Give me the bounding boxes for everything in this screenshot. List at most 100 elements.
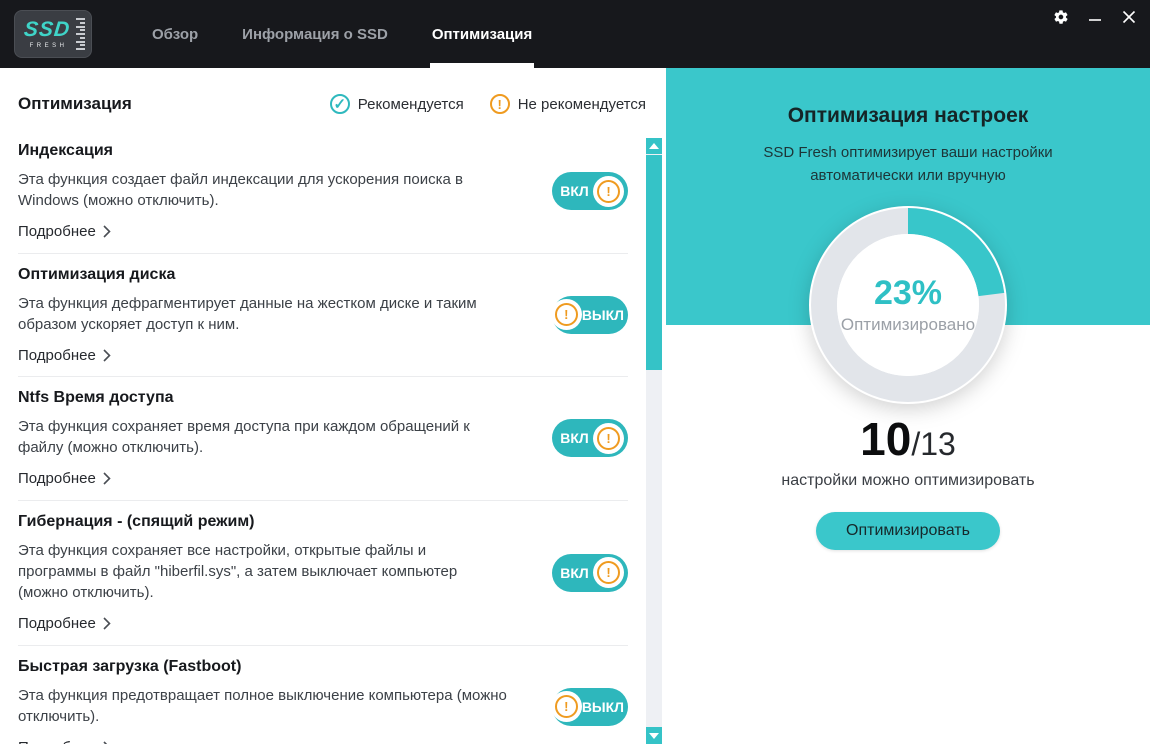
setting-item-main: Быстрая загрузка (Fastboot) Эта функция … (18, 656, 552, 744)
toggle-state-label: ВЫКЛ (581, 698, 624, 715)
details-link[interactable]: Подробнее (18, 221, 111, 243)
toggle-state-label: ВКЛ (560, 183, 589, 200)
setting-toggle[interactable]: ВЫКЛ ! (550, 687, 628, 726)
setting-description: Эта функция создает файл индексации для … (18, 171, 464, 210)
warning-icon: ! (597, 179, 620, 203)
setting-item: Оптимизация диска Эта функция дефрагмент… (18, 254, 628, 377)
setting-item: Быстрая загрузка (Fastboot) Эта функция … (18, 646, 628, 744)
close-button[interactable] (1120, 8, 1138, 26)
tab-overview[interactable]: Обзор (152, 25, 199, 43)
details-link[interactable]: Подробнее (18, 468, 111, 490)
settings-gear-button[interactable] (1052, 8, 1070, 26)
settings-panel: Оптимизация ✓ Рекомендуется ! Не рекомен… (0, 68, 666, 744)
setting-description: Эта функция сохраняет время доступа при … (18, 418, 470, 457)
minimize-icon (1089, 19, 1101, 21)
toggle-state-label: ВКЛ (560, 430, 589, 447)
tab-bar: Обзор Информация о SSD Оптимизация (130, 0, 554, 68)
legend: ✓ Рекомендуется ! Не рекомендуется (329, 94, 646, 114)
details-label: Подробнее (18, 346, 96, 364)
toggle-knob: ! (593, 422, 624, 454)
count-total: 13 (920, 426, 956, 462)
tab-optimization[interactable]: Оптимизация (410, 0, 554, 68)
chevron-right-icon (103, 225, 111, 238)
count-separator: / (911, 426, 921, 462)
summary-title: Оптимизация настроек (787, 104, 1029, 127)
setting-description: Эта функция дефрагментирует данные на же… (18, 294, 477, 333)
donut-center-text: 23% Оптимизировано (808, 205, 1008, 405)
details-label: Подробнее (18, 223, 96, 241)
setting-item-main: Оптимизация диска Эта функция дефрагмент… (18, 264, 552, 367)
legend-item-not-recommended: ! Не рекомендуется (489, 94, 646, 114)
donut-chart-icon (809, 206, 1007, 404)
setting-toggle[interactable]: ВЫКЛ ! (550, 295, 628, 334)
check-circle-icon: ✓ (329, 94, 350, 114)
setting-title: Индексация (18, 142, 114, 159)
setting-item-main: Гибернация - (спящий режим) Эта функция … (18, 511, 552, 635)
scroll-down-button[interactable] (646, 727, 662, 744)
title-bar: SSD FRESH Обзор Информация о SSD Оптимиз… (0, 0, 1150, 68)
logo-ssd-text: SSD (22, 18, 72, 41)
toggle-knob: ! (593, 557, 624, 589)
setting-toggle[interactable]: ВКЛ ! (552, 419, 628, 458)
optimize-button[interactable]: Оптимизировать (816, 512, 1000, 550)
details-label: Подробнее (18, 739, 96, 744)
toggle-knob: ! (550, 299, 582, 331)
details-label: Подробнее (18, 615, 96, 633)
donut-caption: Оптимизировано (840, 315, 976, 335)
count-current: 10 (860, 413, 912, 465)
chevron-right-icon (103, 472, 111, 485)
warning-icon: ! (554, 695, 578, 719)
optimization-stats: 10/13 настройки можно оптимизировать Опт… (666, 416, 1150, 550)
scroll-thumb[interactable] (646, 155, 662, 370)
item-separator (18, 252, 628, 254)
item-separator (18, 499, 628, 501)
optimization-summary-panel: Оптимизация настроек SSD Fresh оптимизир… (666, 68, 1150, 744)
setting-description: Эта функция предотвращает полное выключе… (18, 686, 507, 725)
warning-circle-icon: ! (489, 94, 510, 114)
chevron-right-icon (103, 349, 111, 362)
tab-ssd-info[interactable]: Информация о SSD (242, 25, 388, 43)
progress-donut: 23% Оптимизировано (808, 205, 1008, 405)
triangle-down-icon (649, 732, 659, 739)
scroll-up-button[interactable] (646, 138, 662, 154)
logo-pins-decoration (76, 18, 85, 50)
stats-caption: настройки можно оптимизировать (781, 472, 1035, 489)
details-link[interactable]: Подробнее (18, 613, 111, 635)
close-icon (1122, 10, 1136, 24)
setting-title: Гибернация - (спящий режим) (18, 512, 255, 530)
setting-item: Ntfs Время доступа Эта функция сохраняет… (18, 377, 628, 500)
window-controls (1052, 8, 1138, 26)
scrollbar[interactable] (646, 138, 662, 744)
gear-icon (1054, 10, 1068, 24)
details-link[interactable]: Подробнее (18, 344, 111, 366)
chevron-right-icon (103, 617, 111, 630)
legend-recommended-label: Рекомендуется (357, 95, 464, 113)
optimized-count: 10/13 (666, 416, 1150, 462)
legend-item-recommended: ✓ Рекомендуется (329, 94, 464, 114)
settings-panel-header: Оптимизация ✓ Рекомендуется ! Не рекомен… (0, 68, 666, 130)
setting-toggle[interactable]: ВКЛ ! (552, 172, 628, 211)
warning-icon: ! (554, 303, 578, 327)
toggle-state-label: ВКЛ (560, 564, 589, 581)
setting-toggle[interactable]: ВКЛ ! (552, 553, 628, 592)
donut-percent-value: 23% (873, 273, 943, 312)
settings-list: Индексация Эта функция создает файл инде… (0, 130, 666, 744)
toggle-knob: ! (593, 175, 624, 207)
triangle-up-icon (649, 143, 659, 149)
item-separator (18, 376, 628, 378)
setting-title: Быстрая загрузка (Fastboot) (18, 657, 242, 675)
setting-item: Индексация Эта функция создает файл инде… (18, 130, 628, 253)
setting-item-main: Ntfs Время доступа Эта функция сохраняет… (18, 387, 552, 490)
setting-item-main: Индексация Эта функция создает файл инде… (18, 140, 552, 243)
toggle-knob: ! (550, 691, 582, 723)
warning-icon: ! (597, 426, 620, 450)
app-logo: SSD FRESH (14, 10, 92, 58)
minimize-button[interactable] (1086, 8, 1104, 26)
details-label: Подробнее (18, 470, 96, 488)
setting-item: Гибернация - (спящий режим) Эта функция … (18, 501, 628, 645)
warning-icon: ! (597, 561, 620, 585)
setting-title: Оптимизация диска (18, 265, 176, 283)
details-link[interactable]: Подробнее (18, 736, 111, 744)
item-separator (18, 644, 628, 646)
